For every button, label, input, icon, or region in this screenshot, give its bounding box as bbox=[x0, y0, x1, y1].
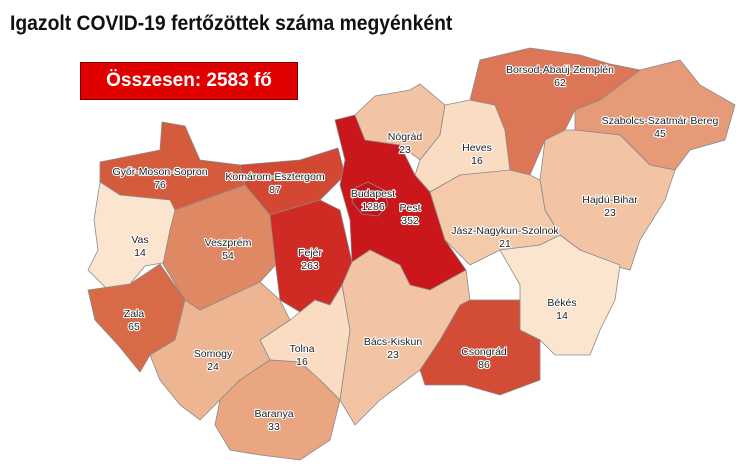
county-value-label: 14 bbox=[556, 310, 568, 322]
county-name-label: Szabolcs-Szatmár-Bereg bbox=[602, 115, 719, 127]
county-name-label: Borsod-Abaúj-Zemplén bbox=[506, 64, 614, 76]
county-value-label: 87 bbox=[269, 184, 281, 196]
county-value-label: 65 bbox=[128, 321, 140, 333]
county-value-label: 14 bbox=[134, 247, 146, 259]
county-value-label: 23 bbox=[399, 144, 411, 156]
county-value-label: 62 bbox=[554, 77, 566, 89]
county-value-label: 86 bbox=[478, 359, 490, 371]
county-name-label: Hajdú-Bihar bbox=[582, 194, 638, 206]
county-jasz-nagykun-szolnok bbox=[429, 169, 561, 266]
county-somogy bbox=[149, 281, 291, 421]
county-name-label: Békés bbox=[547, 297, 576, 309]
county-name-label: Tolna bbox=[289, 343, 314, 355]
county-name-label: Vas bbox=[131, 234, 148, 246]
county-bacs-kiskun bbox=[339, 249, 471, 426]
county-name-label: Veszprém bbox=[205, 237, 252, 249]
county-name-label: Budapest bbox=[351, 188, 395, 200]
county-value-label: 24 bbox=[207, 361, 219, 373]
county-name-label: Csongrád bbox=[461, 346, 507, 358]
county-value-label: 23 bbox=[604, 207, 616, 219]
county-name-label: Komárom-Esztergom bbox=[225, 171, 324, 183]
county-value-label: 76 bbox=[154, 179, 166, 191]
county-name-label: Somogy bbox=[194, 348, 233, 360]
county-value-label: 45 bbox=[654, 128, 666, 140]
county-value-label: 1286 bbox=[361, 201, 385, 213]
total-badge: Összesen: 2583 fő bbox=[80, 62, 298, 100]
county-name-label: Zala bbox=[124, 308, 145, 320]
county-vas bbox=[87, 181, 176, 291]
county-baranya bbox=[214, 359, 341, 461]
county-name-label: Baranya bbox=[254, 408, 293, 420]
county-value-label: 21 bbox=[499, 238, 511, 250]
county-value-label: 23 bbox=[387, 349, 399, 361]
county-value-label: 352 bbox=[401, 215, 419, 227]
county-name-label: Győr-Moson-Sopron bbox=[112, 166, 207, 178]
county-name-label: Nógrád bbox=[388, 131, 423, 143]
county-name-label: Bács-Kiskun bbox=[364, 336, 423, 348]
county-name-label: Pest bbox=[399, 202, 420, 214]
county-value-label: 263 bbox=[301, 260, 319, 272]
county-name-label: Jász-Nagykun-Szolnok bbox=[451, 225, 559, 237]
county-value-label: 16 bbox=[471, 155, 483, 167]
county-budapest bbox=[351, 181, 389, 217]
county-name-label: Heves bbox=[462, 142, 492, 154]
county-value-label: 16 bbox=[296, 356, 308, 368]
county-name-label: Fejér bbox=[298, 247, 322, 259]
county-value-label: 54 bbox=[222, 250, 234, 262]
map-title: Igazolt COVID-19 fertőzöttek száma megyé… bbox=[10, 12, 453, 35]
county-value-label: 33 bbox=[268, 421, 280, 433]
